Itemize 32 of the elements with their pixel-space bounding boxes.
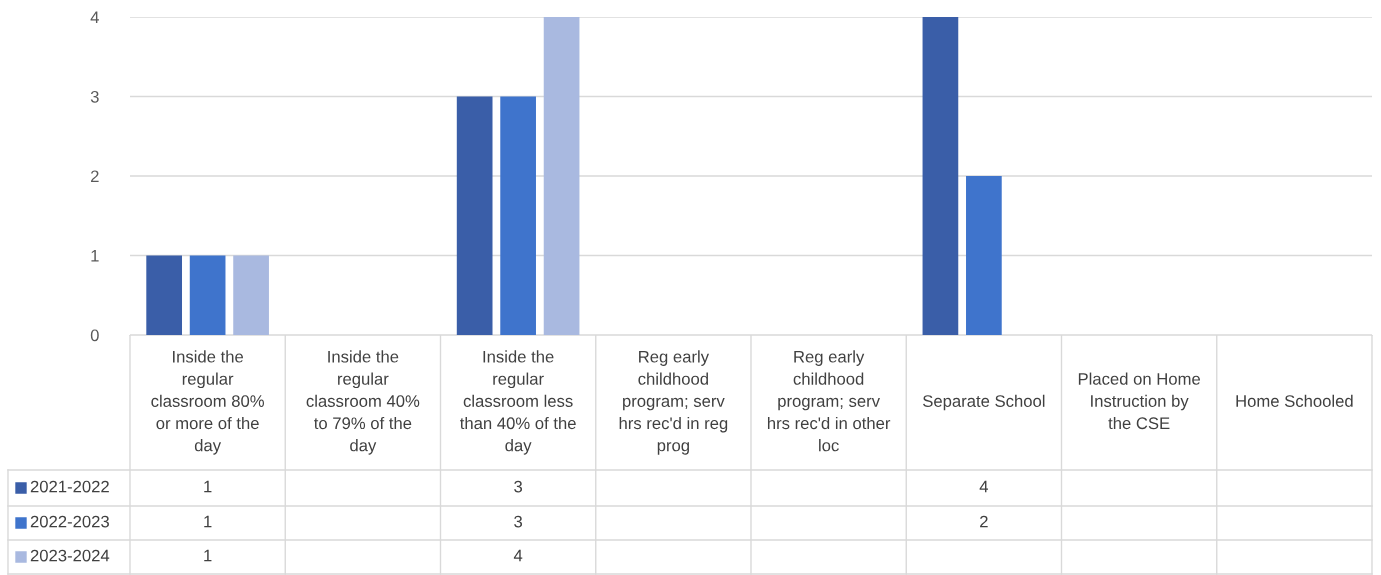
y-tick-label: 3 (90, 90, 99, 103)
legend-label: 2022-2023 (30, 515, 109, 528)
bar (146, 255, 183, 335)
data-label: 1 (204, 515, 212, 528)
legend-label: 2023-2024 (30, 549, 110, 562)
y-tick-label: 2 (91, 170, 99, 183)
bar (500, 96, 536, 335)
x-tick-label: Separate School (923, 394, 1045, 411)
x-tick-label: Reg early childhood program; serv hrs rec'd in reg prog (619, 350, 728, 455)
data-label: 1 (204, 549, 212, 562)
x-tick-label: Inside the regular classroom 80% or more of the day (151, 350, 264, 455)
x-tick-label: Inside the regular classroom less than 40% of the day (460, 350, 576, 455)
data-label: 1 (204, 480, 212, 493)
bar (966, 176, 1002, 335)
data-label: 2 (980, 515, 988, 528)
x-tick-label: Home Schooled (1236, 394, 1353, 407)
data-label: 3 (514, 480, 523, 493)
bar (233, 255, 269, 335)
bar (189, 255, 226, 335)
legend-label: 2021-2022 (30, 480, 109, 493)
bar (456, 96, 493, 335)
x-tick-label: Reg early childhood program; serv hrs rec'd in other loc (767, 350, 891, 452)
x-tick-label: Placed on Home Instruction by the CSE (1078, 372, 1200, 430)
bar (543, 17, 580, 335)
data-label: 3 (514, 515, 523, 528)
y-tick-label: 4 (90, 11, 99, 24)
data-label: 4 (513, 549, 523, 562)
y-tick-label: 0 (90, 329, 99, 342)
y-tick-label: 1 (91, 250, 99, 262)
x-tick-label: Inside the regular classroom 40% to 79% of the day (306, 350, 420, 455)
bar (922, 17, 959, 335)
data-label: 4 (979, 480, 989, 493)
